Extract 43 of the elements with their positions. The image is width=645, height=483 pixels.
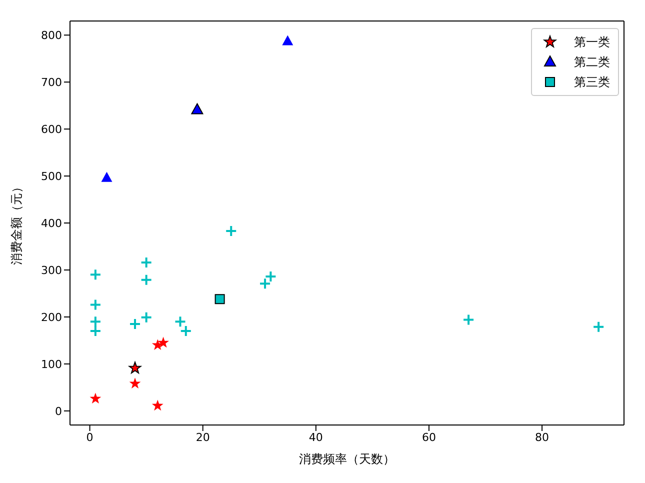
point [101, 172, 112, 182]
y-tick-label: 600 [41, 122, 62, 136]
legend-label: 第二类 [574, 54, 610, 70]
legend-label: 第三类 [574, 74, 610, 90]
x-axis-title: 消费频率（天数） [299, 452, 395, 466]
point [592, 320, 605, 333]
y-tick-label: 700 [41, 76, 62, 89]
x-tick-label: 60 [422, 430, 436, 444]
point [89, 325, 102, 338]
point [129, 378, 141, 389]
point [140, 256, 152, 268]
point [180, 325, 192, 338]
x-tick-label: 20 [196, 430, 210, 444]
point [89, 268, 102, 281]
y-tick-label: 500 [41, 170, 62, 183]
x-tick-label: 0 [86, 430, 94, 444]
y-tick-label: 800 [41, 29, 62, 42]
point [140, 311, 152, 324]
point [152, 400, 164, 411]
point [90, 392, 102, 404]
point [264, 270, 277, 283]
y-axis-title: 消费金额（元） [9, 181, 24, 265]
x-tick-label: 40 [308, 430, 323, 444]
point [89, 316, 102, 328]
point [225, 224, 238, 237]
y-tick-label: 0 [55, 404, 62, 418]
point [128, 362, 142, 374]
y-tick-label: 400 [41, 216, 62, 230]
legend-label: 第一类 [574, 34, 610, 50]
y-tick-label: 300 [41, 264, 62, 277]
point [282, 35, 294, 46]
point [129, 318, 142, 330]
point [462, 314, 475, 326]
point [214, 294, 225, 304]
point [158, 336, 169, 348]
y-tick-label: 200 [41, 310, 62, 324]
point [174, 316, 186, 328]
point [259, 278, 272, 290]
point [191, 103, 204, 114]
y-tick-label: 100 [41, 358, 62, 371]
x-tick-label: 80 [535, 430, 550, 444]
point [140, 274, 152, 286]
point [89, 298, 102, 311]
